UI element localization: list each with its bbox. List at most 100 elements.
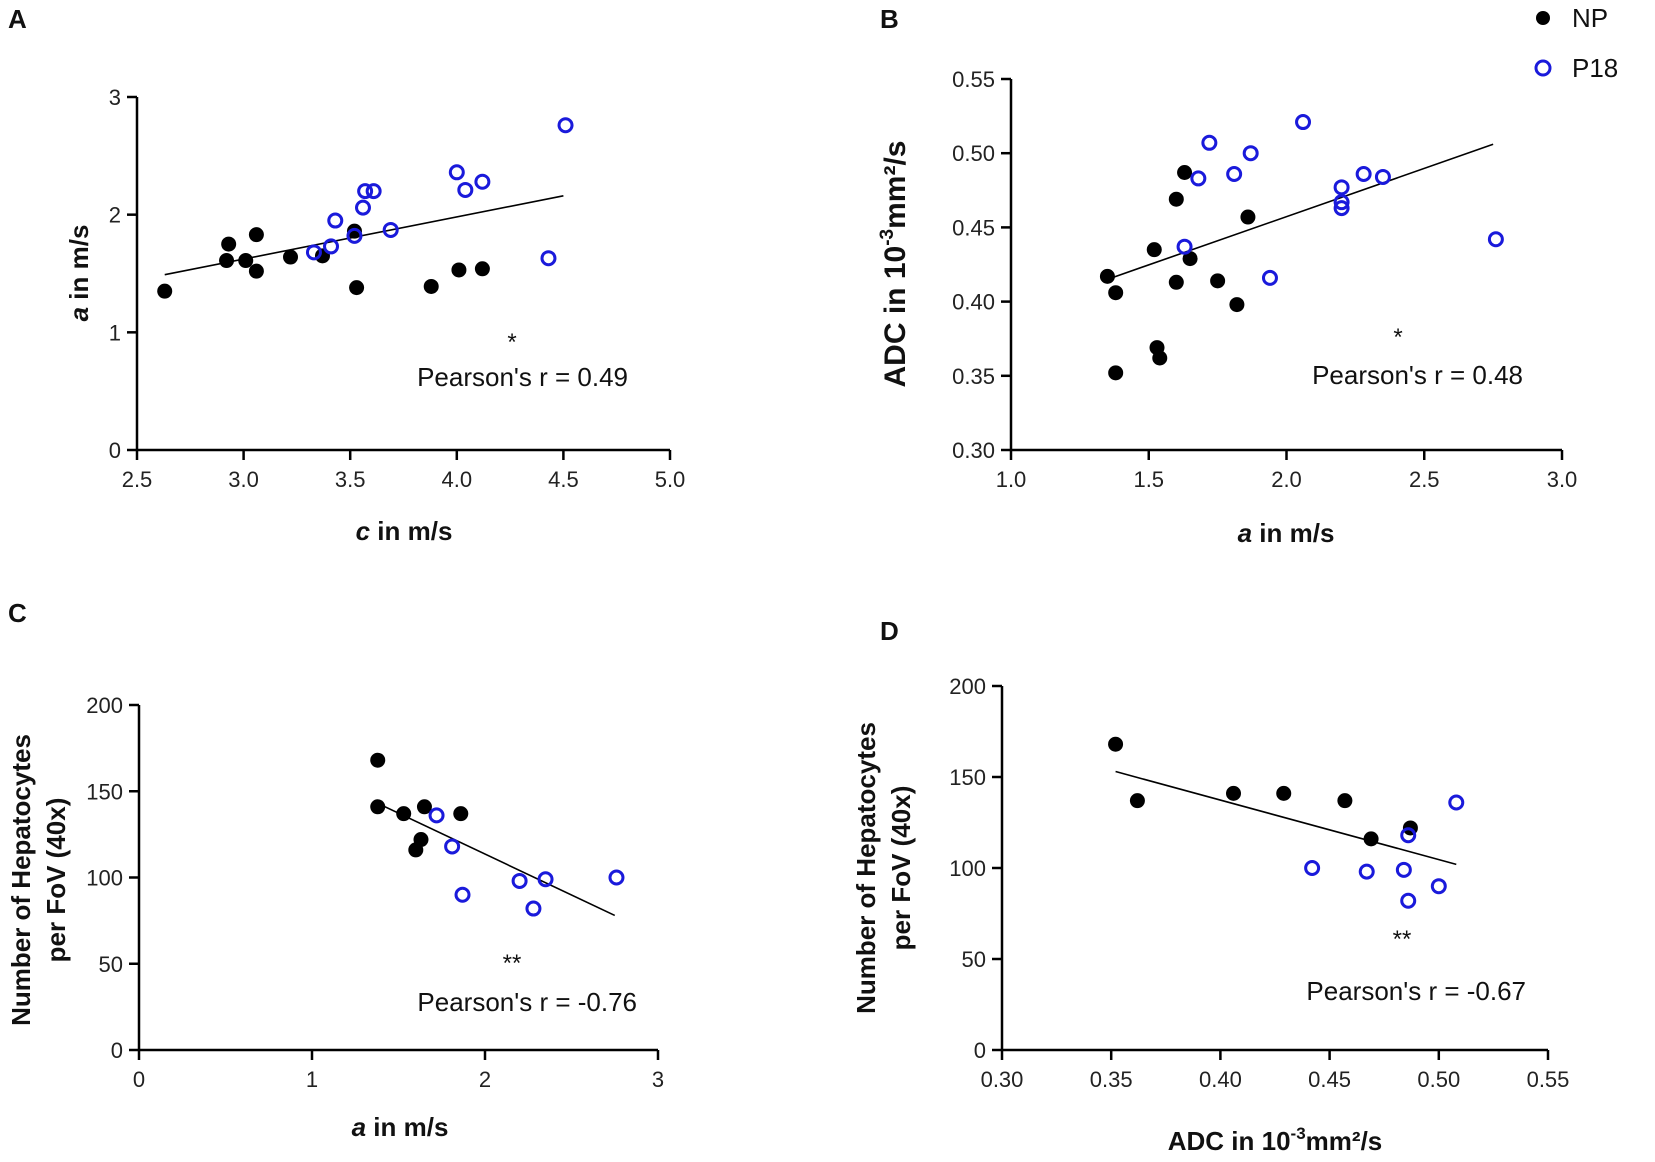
point-p18 <box>327 212 344 229</box>
y-tick-label: 50 <box>99 952 123 977</box>
point-np <box>396 806 412 822</box>
point-p18 <box>511 872 528 889</box>
y-tick-label: 0.50 <box>952 141 995 166</box>
legend-np-label: NP <box>1572 3 1608 33</box>
point-np <box>248 227 264 243</box>
point-p18 <box>382 221 399 238</box>
point-p18 <box>323 238 340 255</box>
point-np <box>370 752 386 768</box>
point-p18 <box>1374 168 1391 185</box>
point-np <box>1168 191 1184 207</box>
point-np <box>413 832 429 848</box>
x-tick-label: 3.0 <box>1547 467 1578 492</box>
x-tick-label: 4.5 <box>548 467 579 492</box>
significance-marker: * <box>1393 324 1402 351</box>
point-np <box>451 262 467 278</box>
point-np <box>453 806 469 822</box>
panel-c: C 0 1 2 3 0 50 100 150 200 a in m/s Number of Hepat… <box>6 598 664 1142</box>
x-tick-label: 0.30 <box>981 1067 1024 1092</box>
point-p18 <box>1295 114 1312 131</box>
legend: NP P18 <box>1534 3 1618 83</box>
point-np <box>1363 831 1379 847</box>
point-p18 <box>1358 863 1375 880</box>
point-p18 <box>474 173 491 190</box>
x-tick-label: 0.35 <box>1090 1067 1133 1092</box>
significance-marker: ** <box>1393 926 1412 953</box>
point-np <box>349 280 365 296</box>
y-tick-label: 100 <box>949 856 986 881</box>
regression-line <box>377 802 616 917</box>
x-tick-label: 0.45 <box>1308 1067 1351 1092</box>
point-np <box>1226 785 1242 801</box>
point-p18 <box>428 807 445 824</box>
x-tick-label: 0.55 <box>1527 1067 1570 1092</box>
y-axis-label: a in m/s <box>64 225 94 322</box>
point-np <box>157 283 173 299</box>
y-tick-label: 150 <box>86 779 123 804</box>
point-np <box>248 263 264 279</box>
point-p18 <box>354 199 371 216</box>
x-tick-label: 4.0 <box>442 467 473 492</box>
point-np <box>1210 273 1226 289</box>
point-np <box>1108 736 1124 752</box>
x-tick-label: 2 <box>479 1067 491 1092</box>
x-tick-label: 0.40 <box>1199 1067 1242 1092</box>
point-np <box>1240 209 1256 225</box>
x-axis-label: ADC in 10-3mm²/s <box>1168 1124 1383 1156</box>
x-tick-label: 0 <box>133 1067 145 1092</box>
point-p18 <box>1261 269 1278 286</box>
legend-p18-marker <box>1534 59 1552 77</box>
y-tick-label: 0.45 <box>952 215 995 240</box>
pearson-annotation: Pearson's r = 0.48 <box>1312 360 1523 390</box>
point-p18 <box>1201 134 1218 151</box>
point-p18 <box>1226 165 1243 182</box>
point-p18 <box>557 117 574 134</box>
point-p18 <box>305 244 322 261</box>
y-tick-label: 0.30 <box>952 438 995 463</box>
panel-label: C <box>8 598 27 628</box>
y-axis-label-line2: per FoV (40x) <box>41 798 71 963</box>
point-np <box>416 799 432 815</box>
x-axis-label: a in m/s <box>1238 518 1335 548</box>
y-tick-label: 0 <box>109 438 121 463</box>
pearson-annotation: Pearson's r = -0.67 <box>1306 976 1526 1006</box>
y-axis-label-line2: per FoV (40x) <box>886 786 916 951</box>
significance-marker: * <box>507 329 516 356</box>
y-tick-label: 200 <box>86 693 123 718</box>
y-tick-label: 2 <box>109 203 121 228</box>
point-p18 <box>1355 165 1372 182</box>
x-tick-label: 1.5 <box>1133 467 1164 492</box>
point-np <box>1108 285 1124 301</box>
y-tick-label: 0.40 <box>952 290 995 315</box>
x-tick-label: 3.0 <box>228 467 259 492</box>
point-np <box>346 223 362 239</box>
y-tick-label: 0.35 <box>952 364 995 389</box>
x-tick-label: 2.0 <box>1271 467 1302 492</box>
point-p18 <box>608 869 625 886</box>
point-p18 <box>457 181 474 198</box>
panel-label: B <box>880 4 899 34</box>
point-p18 <box>1487 231 1504 248</box>
point-p18 <box>1395 861 1412 878</box>
point-np <box>1177 164 1193 180</box>
y-tick-label: 100 <box>86 866 123 891</box>
point-np <box>219 253 235 269</box>
x-tick-label: 3.5 <box>335 467 366 492</box>
point-p18 <box>1448 794 1465 811</box>
point-p18 <box>454 886 471 903</box>
point-np <box>1276 785 1292 801</box>
point-p18 <box>346 227 363 244</box>
y-tick-label: 200 <box>949 674 986 699</box>
x-axis-label: c in m/s <box>356 516 453 546</box>
panel-label: D <box>880 616 899 646</box>
point-p18 <box>1400 892 1417 909</box>
x-tick-label: 5.0 <box>655 467 686 492</box>
y-tick-label: 50 <box>962 947 986 972</box>
point-np <box>423 278 439 294</box>
pearson-annotation: Pearson's r = -0.76 <box>417 987 637 1017</box>
y-axis-label: ADC in 10-3mm²/s <box>877 141 912 388</box>
point-np <box>1152 350 1168 366</box>
point-p18 <box>1242 145 1259 162</box>
point-np <box>1108 365 1124 381</box>
